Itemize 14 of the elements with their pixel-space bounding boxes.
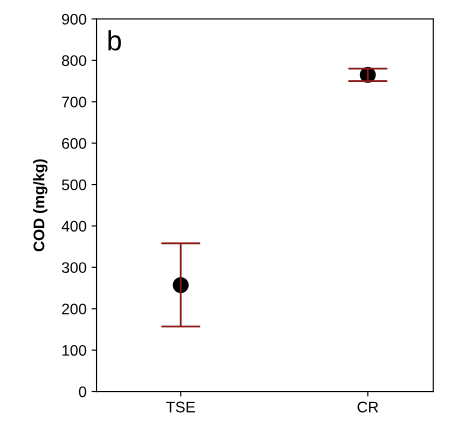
- y-tick-label: 300: [62, 262, 86, 274]
- y-tick-label: 800: [62, 55, 86, 66]
- y-axis-title: COD (mg/kg): [33, 159, 48, 252]
- x-tick-label: CR: [358, 402, 378, 412]
- x-tick-label: TSE: [166, 402, 195, 412]
- annotation: b: [108, 30, 121, 51]
- y-tick-label: 0: [78, 386, 86, 398]
- y-tick-label: 200: [62, 304, 86, 314]
- y-tick-label: 500: [62, 179, 86, 190]
- y-tick-label: 900: [62, 14, 86, 25]
- y-tick-label: 100: [62, 345, 86, 356]
- y-tick-label: 400: [62, 220, 86, 232]
- y-tick-label: 600: [62, 138, 86, 149]
- y-tick-label: 700: [62, 96, 86, 108]
